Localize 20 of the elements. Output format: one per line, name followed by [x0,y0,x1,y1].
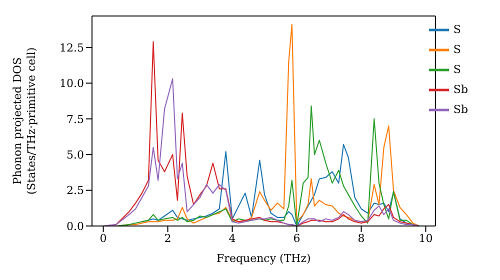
y-tick-label: 12.5 [60,41,84,54]
x-tick-label: 6 [293,232,300,245]
legend-label: S [453,62,461,76]
x-tick-label: 8 [358,232,365,245]
x-axis-title: Frequency (THz) [216,252,311,265]
y-tick-label: 10.0 [60,77,84,90]
line-series [102,78,420,226]
y-tick-label: 2.5 [66,184,84,198]
x-tick-label: 2 [164,232,172,245]
x-tick-label: 4 [228,232,236,245]
x-tick-label: 10 [418,232,433,245]
y-tick-label: 5.0 [66,148,84,162]
legend-label: S [453,42,461,56]
y-tick-label: 0.0 [66,220,84,233]
y-tick-label: 7.5 [66,112,84,126]
legend-label: Sb [453,102,468,116]
x-tick-label: 0 [100,232,107,245]
legend-label: Sb [453,82,468,96]
y-axis-title: Phonon projected DOS (States/THz·primitive cell) [11,47,38,195]
legend-label: S [453,22,461,36]
